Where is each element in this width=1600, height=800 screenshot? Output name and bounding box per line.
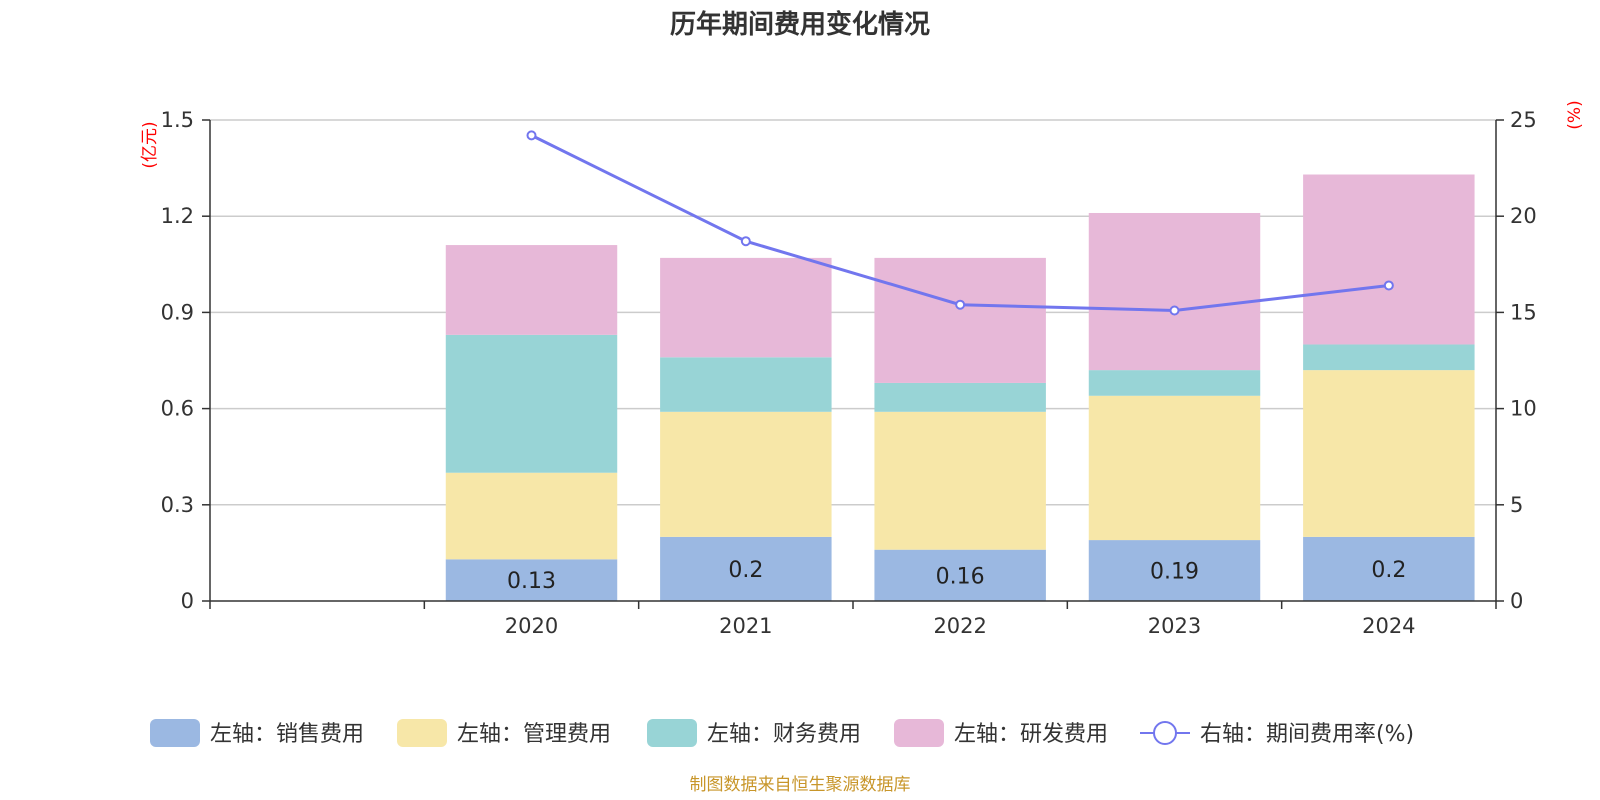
- bar-segment: [1303, 344, 1475, 371]
- line-series: [526, 130, 1394, 316]
- legend-item: 左轴：财务费用: [647, 719, 861, 747]
- bar-segment: [445, 559, 618, 601]
- bar-segment: [874, 257, 1046, 383]
- legend-item: 右轴：期间费用率(%): [1140, 721, 1414, 747]
- bar-series: [445, 174, 1475, 601]
- bar-segment: [1303, 370, 1475, 537]
- axes: 0 0.3 0.6 0.9 1.2 1.5 0 5 10 15 20 25 2020 2021 2022 20…: [161, 108, 1537, 638]
- legend-label: 左轴：财务费用: [707, 722, 861, 747]
- chart-title: 历年期间费用变化情况: [670, 9, 930, 40]
- bar-data-label: 0.13: [507, 569, 556, 594]
- legend-marker-swatch: [1153, 721, 1177, 745]
- legend-label: 左轴：管理费用: [457, 722, 611, 747]
- line-point: [526, 130, 537, 141]
- bar-segment: [445, 245, 618, 335]
- bar-data-label: 0.19: [1150, 560, 1199, 585]
- legend-label: 左轴：销售费用: [210, 722, 364, 747]
- legend-item: 左轴：研发费用: [894, 719, 1108, 747]
- left-tick-label: 0.3: [161, 493, 194, 517]
- bar-segment: [1303, 174, 1475, 345]
- bar-data-label: 0.16: [936, 564, 985, 589]
- data-labels: 0.13 0.2 0.16 0.19 0.2: [507, 558, 1406, 594]
- left-tick-label: 1.5: [161, 108, 194, 132]
- bar-segment: [660, 257, 832, 358]
- line-point: [740, 236, 751, 247]
- x-tick-label: 2022: [933, 614, 986, 638]
- left-axis-unit: (亿元): [140, 121, 160, 168]
- x-tick-label: 2023: [1148, 614, 1201, 638]
- bar-segment: [660, 536, 832, 601]
- gridlines: [210, 119, 1496, 506]
- x-tick-label: 2021: [719, 614, 772, 638]
- bar-data-label: 0.2: [728, 558, 763, 583]
- x-tick-label: 2020: [505, 614, 558, 638]
- right-tick-label: 20: [1510, 204, 1537, 228]
- source-note: 制图数据来自恒生聚源数据库: [690, 775, 911, 795]
- bar-segment: [874, 411, 1046, 550]
- right-tick-label: 10: [1510, 397, 1537, 421]
- x-tick-label: 2024: [1362, 614, 1415, 638]
- bar-segment: [660, 357, 832, 412]
- legend-item: 左轴：管理费用: [397, 719, 611, 747]
- right-axis-unit: (%): [1565, 100, 1585, 129]
- left-tick-label: 0: [181, 589, 194, 613]
- left-tick-label: 1.2: [161, 204, 194, 228]
- bar-segment: [1088, 370, 1261, 396]
- bar-segment: [1303, 536, 1475, 601]
- bar-data-label: 0.2: [1371, 558, 1406, 583]
- legend-swatch: [647, 719, 697, 747]
- legend-item: 左轴：销售费用: [150, 719, 364, 747]
- left-tick-label: 0.6: [161, 397, 194, 421]
- bar-segment: [660, 411, 832, 537]
- legend-label: 左轴：研发费用: [954, 722, 1108, 747]
- bar-segment: [874, 382, 1046, 412]
- legend-swatch: [894, 719, 944, 747]
- line-point: [955, 299, 966, 310]
- right-tick-label: 0: [1510, 589, 1523, 613]
- left-tick-label: 0.9: [161, 300, 194, 324]
- right-tick-label: 25: [1510, 108, 1537, 132]
- legend: 左轴：销售费用 左轴：管理费用 左轴：财务费用 左轴：研发费用 右轴：期间费用率(%): [150, 719, 1414, 747]
- right-tick-label: 15: [1510, 300, 1537, 324]
- legend-label: 右轴：期间费用率(%): [1200, 722, 1414, 747]
- bar-segment: [1088, 212, 1261, 371]
- legend-swatch: [150, 719, 200, 747]
- line-point: [1383, 280, 1394, 291]
- legend-swatch: [397, 719, 447, 747]
- bar-segment: [1088, 395, 1261, 541]
- bar-segment: [1088, 540, 1261, 601]
- bar-segment: [874, 549, 1046, 601]
- right-tick-label: 5: [1510, 493, 1523, 517]
- line-point: [1169, 305, 1180, 316]
- bar-segment: [445, 334, 618, 473]
- bar-segment: [445, 472, 618, 560]
